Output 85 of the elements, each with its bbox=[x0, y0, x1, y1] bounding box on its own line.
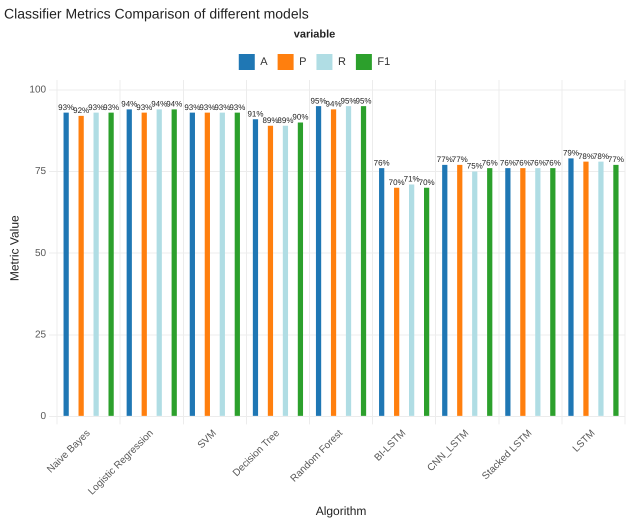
data-label: 77% bbox=[452, 155, 468, 164]
data-label: 70% bbox=[388, 178, 405, 187]
data-label: 95% bbox=[356, 96, 372, 106]
bar bbox=[282, 126, 288, 416]
data-label: 78% bbox=[592, 152, 609, 161]
bar bbox=[204, 112, 210, 416]
data-label: 95% bbox=[310, 96, 327, 106]
data-label: 92% bbox=[73, 106, 90, 116]
data-label: 94% bbox=[326, 100, 342, 109]
bar bbox=[190, 112, 195, 416]
bar bbox=[520, 168, 526, 416]
data-label: 91% bbox=[247, 109, 264, 118]
data-label: 93% bbox=[229, 102, 246, 112]
data-label: 89% bbox=[262, 116, 278, 125]
bar bbox=[457, 164, 462, 416]
bar bbox=[583, 162, 589, 416]
data-label: 78% bbox=[578, 152, 594, 161]
data-label: 93% bbox=[103, 102, 120, 112]
data-label: 76% bbox=[500, 158, 516, 168]
bar bbox=[172, 109, 177, 416]
y-tick-label: 100 bbox=[29, 84, 47, 96]
bar bbox=[424, 188, 430, 416]
data-label: 76% bbox=[544, 158, 561, 168]
legend-label: A bbox=[260, 56, 268, 68]
bar bbox=[156, 109, 162, 416]
y-tick-label: 0 bbox=[40, 411, 47, 422]
x-axis-title: Algorithm bbox=[316, 504, 366, 518]
bar bbox=[379, 168, 384, 416]
data-label: 77% bbox=[436, 155, 453, 164]
bar bbox=[234, 112, 240, 416]
data-label: 93% bbox=[214, 102, 230, 112]
bar bbox=[268, 126, 274, 416]
bar bbox=[252, 119, 258, 416]
y-tick-label: 50 bbox=[34, 248, 47, 259]
bar bbox=[360, 106, 366, 416]
data-label: 75% bbox=[466, 162, 483, 171]
data-label: 93% bbox=[58, 102, 74, 112]
data-label: 93% bbox=[136, 102, 152, 112]
legend-label: P bbox=[299, 56, 306, 68]
bar bbox=[94, 112, 99, 416]
legend-title: variable bbox=[294, 28, 336, 40]
bar bbox=[550, 168, 556, 416]
legend-label: R bbox=[338, 56, 346, 68]
data-label: 70% bbox=[418, 178, 435, 187]
bar bbox=[298, 122, 304, 416]
bar bbox=[108, 112, 114, 416]
bar bbox=[64, 112, 69, 416]
bar bbox=[505, 168, 510, 416]
chart-title: Classifier Metrics Comparison of different models bbox=[4, 5, 309, 22]
data-label: 76% bbox=[374, 158, 390, 168]
bar bbox=[316, 106, 322, 416]
data-label: 90% bbox=[292, 112, 308, 122]
data-label: 95% bbox=[340, 96, 357, 106]
bar bbox=[613, 164, 619, 416]
y-tick-label: 25 bbox=[34, 330, 47, 341]
bar bbox=[394, 188, 400, 416]
data-label: 94% bbox=[151, 100, 168, 109]
bar bbox=[220, 112, 225, 416]
bar bbox=[409, 184, 414, 416]
data-label: 94% bbox=[121, 100, 138, 109]
data-label: 77% bbox=[608, 155, 624, 164]
data-label: 79% bbox=[562, 148, 579, 158]
data-label: 93% bbox=[184, 102, 200, 112]
y-axis-title: Metric Value bbox=[8, 214, 22, 282]
bar bbox=[78, 116, 84, 416]
bar bbox=[346, 106, 352, 416]
data-label: 89% bbox=[277, 116, 294, 125]
data-label: 93% bbox=[88, 102, 104, 112]
y-tick-label: 75 bbox=[34, 166, 47, 178]
legend-label: F1 bbox=[377, 56, 390, 68]
data-label: 76% bbox=[482, 158, 498, 168]
bar bbox=[472, 171, 478, 416]
data-label: 76% bbox=[530, 158, 546, 168]
data-label: 76% bbox=[514, 158, 531, 168]
bar bbox=[126, 109, 132, 416]
bar bbox=[535, 168, 540, 416]
data-label: 71% bbox=[404, 174, 420, 184]
bar bbox=[598, 162, 604, 416]
bar bbox=[142, 112, 147, 416]
bar bbox=[568, 158, 574, 416]
data-label: 94% bbox=[166, 100, 182, 109]
bar bbox=[442, 164, 448, 416]
bar bbox=[330, 109, 336, 416]
bar bbox=[487, 168, 492, 416]
data-label: 93% bbox=[199, 102, 216, 112]
